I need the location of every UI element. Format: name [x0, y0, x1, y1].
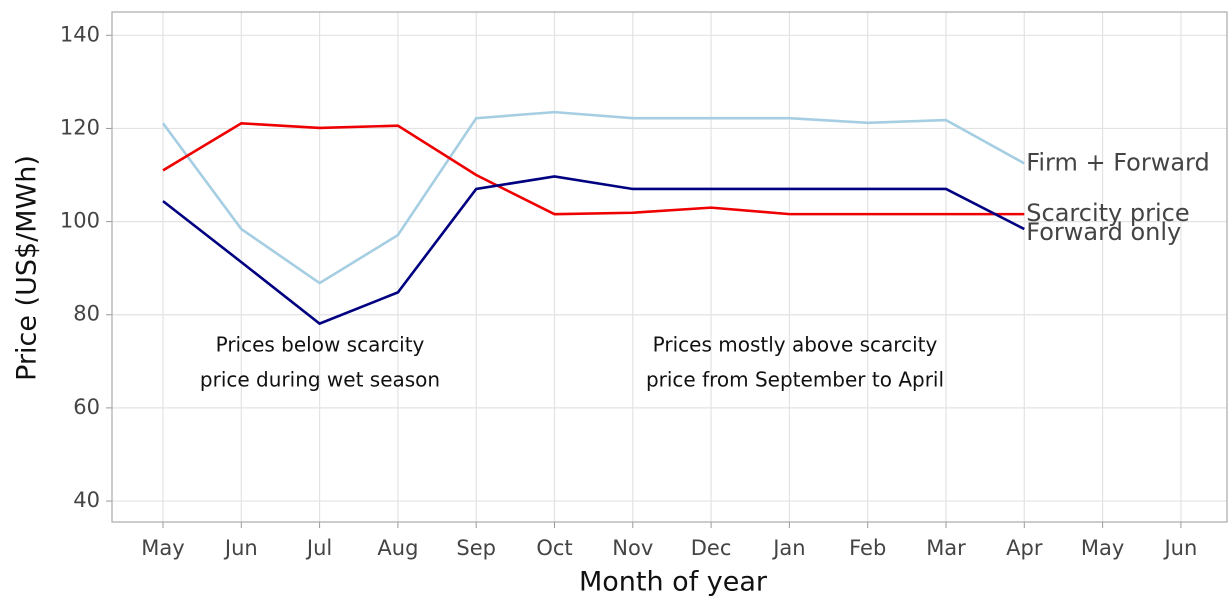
annotation: price from September to April [646, 368, 944, 392]
annotation: price during wet season [200, 368, 440, 392]
y-tick-label: 100 [60, 209, 100, 233]
x-tick-label: Oct [536, 536, 572, 560]
y-axis-title: Price (US$/MWh) [12, 155, 43, 381]
x-tick-label: Mar [926, 536, 966, 560]
y-tick-label: 140 [60, 22, 100, 46]
x-tick-label: Sep [456, 536, 496, 560]
x-tick-label: Jun [1162, 536, 1197, 560]
x-tick-label: Nov [612, 536, 653, 560]
x-tick-label: Jul [305, 536, 332, 560]
x-tick-label: Dec [691, 536, 732, 560]
series-line [162, 121, 1025, 216]
series-label: Forward only [1026, 218, 1181, 246]
series-label: Firm + Forward [1026, 148, 1209, 176]
annotation: Prices mostly above scarcity [653, 333, 938, 357]
x-axis-title: Month of year [579, 567, 768, 598]
x-tick-label: Apr [1006, 536, 1043, 560]
y-tick-label: 120 [60, 115, 100, 139]
series-line [162, 175, 1025, 326]
plot-frame [111, 11, 1228, 523]
x-tick-label: Jun [223, 536, 258, 560]
y-tick-label: 60 [73, 395, 100, 419]
x-tick-label: May [1081, 536, 1124, 560]
series-line [161, 110, 1025, 285]
x-tick-label: May [141, 536, 184, 560]
annotation: Prices below scarcity [216, 333, 425, 357]
x-tick-label: Jan [771, 536, 805, 560]
x-tick-label: Aug [377, 536, 418, 560]
y-tick-label: 40 [73, 488, 100, 512]
series-label: Scarcity price [1026, 199, 1189, 227]
x-tick-label: Feb [849, 536, 886, 560]
y-tick-label: 80 [73, 302, 100, 326]
